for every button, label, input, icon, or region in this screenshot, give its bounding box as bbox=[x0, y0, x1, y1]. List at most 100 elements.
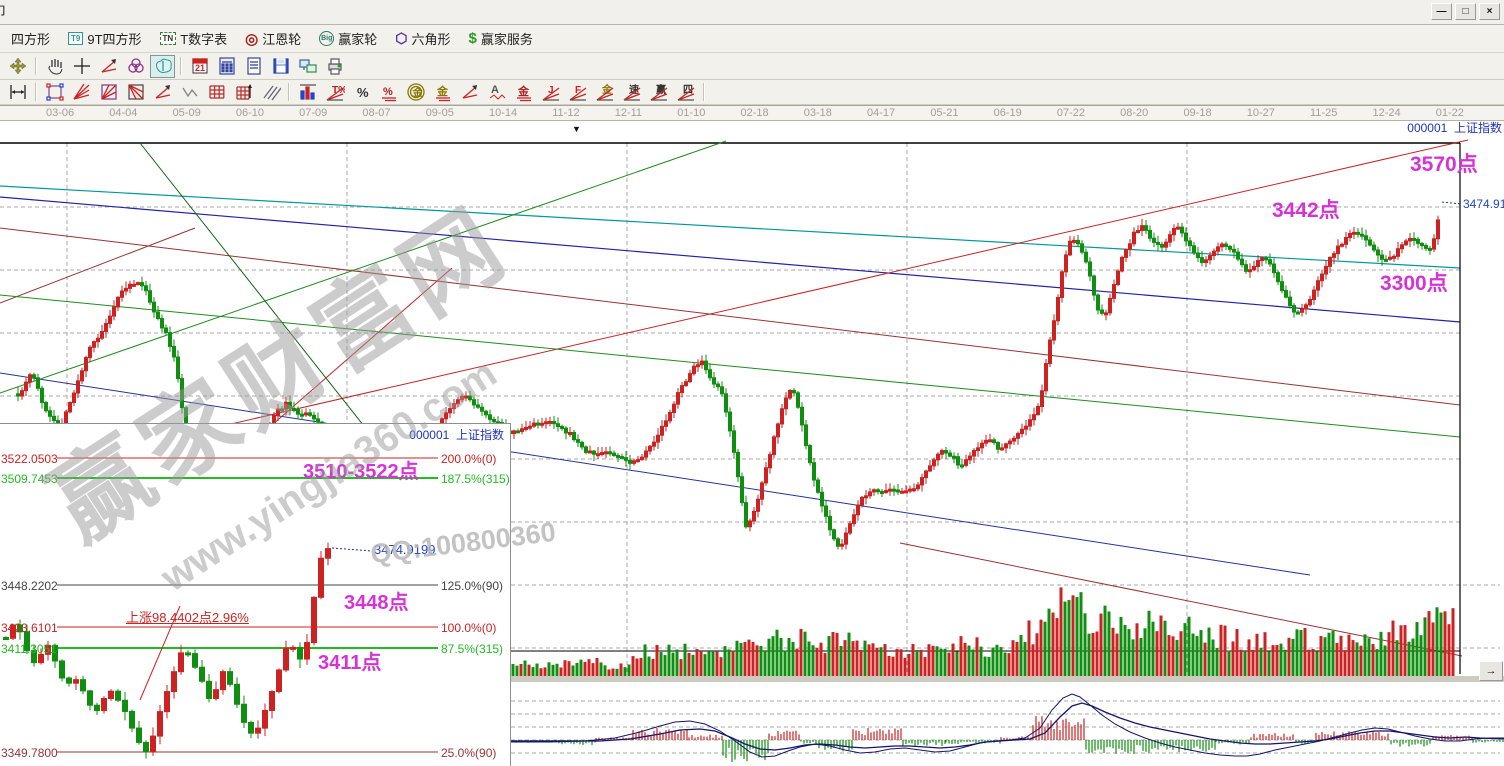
minimize-button[interactable]: — bbox=[1431, 3, 1452, 20]
crosshair-icon[interactable] bbox=[69, 55, 94, 78]
save-icon[interactable] bbox=[268, 55, 293, 78]
gold-lines-icon[interactable]: 金 bbox=[430, 81, 455, 104]
speed-angle-icon[interactable]: 速 bbox=[619, 81, 644, 104]
angle-pen-icon[interactable] bbox=[96, 55, 121, 78]
calculator-icon[interactable] bbox=[214, 55, 239, 78]
gann-wheel-icon: ◎ bbox=[245, 30, 259, 48]
date-tick: 03-06 bbox=[46, 107, 75, 119]
menu-item-label: T数字表 bbox=[180, 32, 228, 47]
toolbar-separator bbox=[288, 83, 290, 101]
date-tick: 09-05 bbox=[425, 107, 454, 119]
gold-angle-icon[interactable]: 金 bbox=[592, 81, 617, 104]
title-fragment: 卩 bbox=[0, 4, 8, 20]
date-tick: 04-17 bbox=[867, 107, 896, 119]
wave-analysis-icon[interactable] bbox=[150, 54, 175, 78]
svg-text:速: 速 bbox=[629, 83, 639, 96]
toolbar-separator bbox=[35, 83, 37, 101]
move-tool-icon[interactable] bbox=[5, 55, 30, 78]
j-angle-icon[interactable]: J bbox=[538, 81, 563, 104]
t9-icon: T9 bbox=[68, 32, 84, 45]
gann-grid-icon[interactable] bbox=[204, 81, 229, 104]
menu-item-label: 9T四方形 bbox=[87, 32, 142, 47]
svg-text:金: 金 bbox=[517, 84, 530, 98]
menu-item-2[interactable]: TN T数字表 bbox=[159, 29, 228, 48]
svg-text:金: 金 bbox=[601, 83, 613, 96]
gold-wave-icon[interactable]: 金 bbox=[511, 81, 536, 104]
menu-item-3[interactable]: ◎ 江恩轮 bbox=[245, 29, 301, 48]
gann-flower-icon[interactable] bbox=[123, 55, 148, 78]
printer-icon[interactable] bbox=[322, 55, 347, 78]
tn-icon: TN bbox=[159, 32, 177, 45]
dollar-icon: $ bbox=[468, 30, 477, 47]
menu-bar: 四方形 T9 9T四方形 TN T数字表 ◎ 江恩轮 Big 赢家轮 ⬡ 六角形 $ 赢家服务 bbox=[0, 25, 1504, 53]
price-bars-icon[interactable] bbox=[295, 81, 320, 104]
svg-text:金: 金 bbox=[436, 84, 449, 98]
a-wave-icon[interactable]: A bbox=[484, 81, 509, 104]
percent-icon[interactable]: % bbox=[349, 81, 374, 104]
svg-text:J: J bbox=[548, 85, 554, 96]
gold-coin-icon[interactable]: 金 bbox=[403, 81, 428, 104]
four-angle-icon[interactable]: 四 bbox=[673, 81, 698, 104]
date-tick: 11-12 bbox=[552, 107, 580, 119]
svg-text:金: 金 bbox=[411, 86, 423, 99]
menu-item-0[interactable]: 四方形 bbox=[11, 29, 50, 48]
date-tick: 06-19 bbox=[993, 107, 1022, 119]
menu-item-label: 赢家服务 bbox=[480, 32, 533, 47]
svg-text:%: % bbox=[357, 85, 369, 100]
date-tick: 09-18 bbox=[1183, 107, 1212, 119]
toolbar-separator bbox=[703, 83, 705, 101]
svg-text:赢: 赢 bbox=[656, 83, 666, 96]
toolbar-separator bbox=[35, 57, 37, 75]
inset-chart-window[interactable]: 000001 上证指数 3522.0503 200.0%(0) 3509.7453 1… bbox=[0, 423, 511, 766]
calendar-icon[interactable]: 21 bbox=[187, 55, 212, 78]
hexagon-icon: ⬡ bbox=[395, 30, 408, 46]
menu-item-label: 赢家轮 bbox=[338, 32, 378, 47]
svg-text:四: 四 bbox=[683, 84, 693, 96]
t-percent-icon[interactable]: T% bbox=[322, 81, 347, 104]
restore-button[interactable]: □ bbox=[1455, 3, 1476, 20]
percent-lines-icon[interactable]: % bbox=[376, 81, 401, 104]
toolbar-main: 21 bbox=[0, 53, 1504, 80]
f-angle-icon[interactable]: F bbox=[565, 81, 590, 104]
inset-chart-canvas[interactable] bbox=[0, 424, 510, 766]
menu-item-label: 四方形 bbox=[11, 32, 51, 47]
gann-box-fan-icon[interactable] bbox=[96, 81, 121, 104]
notepad-icon[interactable] bbox=[241, 55, 266, 78]
hand-pan-icon[interactable] bbox=[42, 55, 67, 78]
gann-square-fan-icon[interactable] bbox=[123, 81, 148, 104]
title-bar: 卩 — □ × bbox=[0, 0, 1504, 25]
close-button[interactable]: × bbox=[1479, 3, 1500, 20]
scroll-right-button[interactable]: → bbox=[1479, 661, 1503, 681]
date-tick: 04-04 bbox=[109, 107, 138, 119]
menu-item-5[interactable]: ⬡ 六角形 bbox=[395, 29, 450, 48]
svg-text:T%: T% bbox=[332, 85, 345, 96]
select-box-icon[interactable] bbox=[42, 81, 67, 104]
svg-text:%: % bbox=[383, 86, 393, 98]
gann-grid-arrow-icon[interactable] bbox=[231, 81, 256, 104]
zigzag-wave-icon[interactable] bbox=[177, 81, 202, 104]
brush-pen-icon[interactable] bbox=[457, 81, 482, 104]
parallel-lines-icon[interactable] bbox=[258, 81, 283, 104]
gann-fan-icon[interactable] bbox=[69, 81, 94, 104]
toolbar-separator bbox=[180, 57, 182, 75]
menu-item-4[interactable]: Big 赢家轮 bbox=[319, 29, 377, 48]
date-tick: 03-18 bbox=[803, 107, 832, 119]
draw-angle-icon[interactable] bbox=[150, 81, 175, 104]
network-share-icon[interactable] bbox=[295, 55, 320, 78]
date-tick: 06-10 bbox=[235, 107, 264, 119]
date-tick: 07-09 bbox=[299, 107, 328, 119]
date-tick: 10-14 bbox=[488, 107, 518, 119]
date-tick: 11-25 bbox=[1310, 107, 1338, 119]
svg-text:A: A bbox=[491, 84, 499, 96]
ying-angle-icon[interactable]: 赢 bbox=[646, 81, 671, 104]
date-tick: 12-11 bbox=[614, 107, 643, 119]
menu-item-6[interactable]: $ 赢家服务 bbox=[469, 29, 533, 48]
h-resize-icon[interactable] bbox=[5, 81, 30, 104]
date-tick: 07-22 bbox=[1056, 107, 1086, 119]
h-scrollbar[interactable] bbox=[511, 676, 1504, 682]
menu-item-1[interactable]: T9 9T四方形 bbox=[68, 29, 142, 48]
date-tick: 08-07 bbox=[362, 107, 391, 119]
menu-item-label: 江恩轮 bbox=[262, 32, 302, 47]
